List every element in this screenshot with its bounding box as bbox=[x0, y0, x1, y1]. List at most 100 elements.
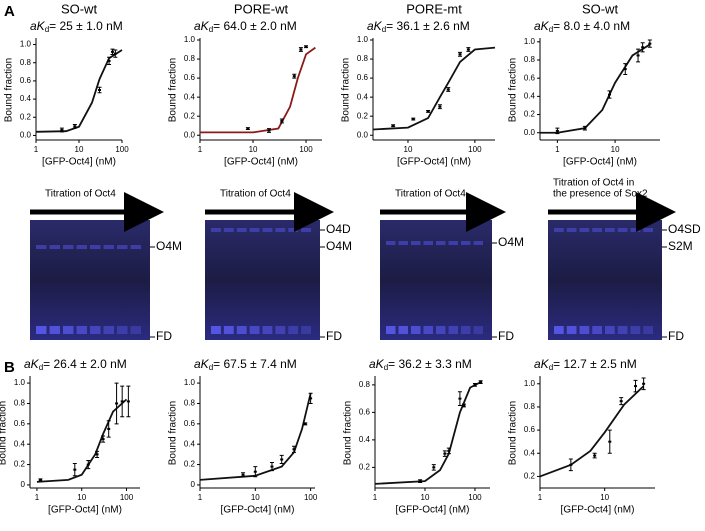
fit-curve bbox=[36, 398, 128, 483]
y-tick-label: 0.8 bbox=[184, 54, 196, 63]
data-point bbox=[73, 125, 77, 128]
data-point bbox=[280, 458, 284, 461]
gel-band bbox=[301, 228, 311, 232]
data-point bbox=[583, 127, 587, 130]
y-tick-label: 0.6 bbox=[184, 419, 196, 428]
data-point bbox=[98, 89, 102, 91]
gel-band bbox=[643, 326, 653, 334]
x-tick-label: 100 bbox=[120, 493, 134, 502]
kd-subscript: d bbox=[39, 363, 43, 372]
gel-band bbox=[448, 326, 458, 334]
y-tick-label: 1.0 bbox=[357, 35, 369, 44]
band-label: O4M bbox=[326, 239, 352, 253]
y-tick-label: 0.4 bbox=[357, 92, 369, 101]
y-tick-label: 0.2 bbox=[524, 472, 536, 481]
y-tick-label: 0.2 bbox=[184, 111, 196, 120]
kd-value: = 67.5 ± 7.4 nM bbox=[213, 357, 297, 371]
y-tick-label: 0.8 bbox=[524, 55, 536, 64]
kd-symbol: aK bbox=[369, 357, 385, 371]
gel-band bbox=[130, 245, 141, 249]
band-label: FD bbox=[668, 329, 684, 343]
gel-band bbox=[36, 245, 47, 249]
data-point bbox=[473, 383, 477, 386]
chart: aKd= 12.7 ± 2.5 nM 0.2 0.4 0.6 0.8 1.0 1 10 [GFP… bbox=[508, 357, 655, 516]
gel-band bbox=[630, 326, 641, 334]
kd-symbol: aK bbox=[367, 19, 383, 33]
gel-band bbox=[630, 228, 641, 232]
gel-image bbox=[380, 220, 492, 340]
gel-title: Titration of Oct4 bbox=[220, 189, 291, 200]
data-point bbox=[270, 465, 274, 468]
y-tick-label: 0.4 bbox=[184, 92, 196, 101]
gel-band bbox=[249, 228, 260, 232]
data-point bbox=[462, 404, 466, 407]
kd-symbol: aK bbox=[534, 19, 550, 33]
y-tick-label: 0 bbox=[21, 480, 26, 489]
band-label: O4M bbox=[498, 235, 524, 249]
y-tick-label: 0.2 bbox=[357, 111, 369, 120]
x-tick-label: 1 bbox=[35, 493, 40, 502]
data-point bbox=[648, 42, 652, 45]
kd-value: = 12.7 ± 2.5 nM bbox=[553, 357, 637, 371]
kd-value: = 36.2 ± 3.3 nM bbox=[388, 357, 472, 371]
chart-title: PORE-wt bbox=[234, 1, 289, 16]
gel-band bbox=[436, 326, 446, 334]
kd-subscript: d bbox=[382, 25, 386, 34]
chart: SO-wt aKd= 8.0 ± 4.0 nM 0.0 0.2 0.4 0.6 0.8 1.0… bbox=[508, 1, 660, 168]
x-axis-label: [GFP-Oct4] (nM) bbox=[396, 505, 470, 516]
data-point bbox=[253, 470, 257, 473]
y-tick-label: 0.8 bbox=[357, 54, 369, 63]
chart: aKd= 67.5 ± 7.4 nM 0 0.2 0.4 0.6 0.8 1.0 1 10 100… bbox=[168, 357, 318, 515]
y-tick-label: 0.0 bbox=[357, 130, 369, 139]
kd-annotation: aKd= 64.0 ± 2.0 nM bbox=[194, 19, 297, 34]
data-point bbox=[60, 129, 64, 131]
data-point bbox=[593, 454, 597, 457]
gel-band bbox=[211, 228, 221, 232]
data-point bbox=[411, 118, 415, 121]
gel-band bbox=[90, 326, 101, 334]
y-tick-label: 0.8 bbox=[20, 58, 32, 67]
x-tick-label: 1 bbox=[538, 493, 543, 502]
data-point bbox=[418, 480, 422, 483]
gel-band bbox=[386, 326, 396, 334]
band-label: O4M bbox=[156, 239, 182, 253]
data-point bbox=[607, 93, 611, 96]
gel-title: the presence of Sox2 bbox=[553, 189, 648, 200]
data-point bbox=[101, 438, 105, 441]
band-label: FD bbox=[326, 329, 342, 343]
y-tick-label: 1.0 bbox=[524, 379, 536, 388]
data-point bbox=[107, 59, 111, 62]
y-tick-label: 1.0 bbox=[184, 378, 196, 387]
x-axis-label: [GFP-Oct4] (nM) bbox=[397, 157, 471, 168]
x-tick-label: 100 bbox=[468, 493, 482, 502]
x-axis-label: [GFP-Oct4] (nM) bbox=[563, 157, 637, 168]
gel-band bbox=[411, 241, 421, 245]
x-axis-label: [GFP-Oct4] (nM) bbox=[221, 505, 295, 516]
gel-band bbox=[249, 326, 260, 334]
gel-band bbox=[461, 241, 471, 245]
gel-band bbox=[423, 326, 433, 334]
gel-band bbox=[211, 326, 221, 334]
band-label: S2M bbox=[668, 239, 693, 253]
gel-title: Titration of Oct4 bbox=[45, 189, 116, 200]
data-point bbox=[619, 400, 623, 403]
fit-curve bbox=[200, 46, 316, 134]
kd-subscript: d bbox=[209, 25, 213, 34]
x-tick-label: 10 bbox=[404, 145, 413, 154]
y-tick-label: 0.6 bbox=[20, 76, 32, 85]
data-point bbox=[446, 88, 450, 91]
gel-band bbox=[617, 228, 628, 232]
gel-band bbox=[130, 326, 141, 334]
data-point bbox=[447, 449, 451, 452]
data-point bbox=[86, 463, 90, 466]
kd-value: = 25 ± 1.0 nM bbox=[49, 19, 123, 33]
gel-band bbox=[566, 228, 577, 232]
kd-annotation: aKd= 67.5 ± 7.4 nM bbox=[194, 357, 297, 372]
fit-curve bbox=[540, 43, 651, 134]
y-tick-label: 0.4 bbox=[184, 439, 196, 448]
y-tick-label: 0.2 bbox=[20, 112, 32, 121]
x-tick-label: 10 bbox=[421, 493, 430, 502]
data-point bbox=[642, 382, 646, 385]
gel-band bbox=[236, 326, 247, 334]
